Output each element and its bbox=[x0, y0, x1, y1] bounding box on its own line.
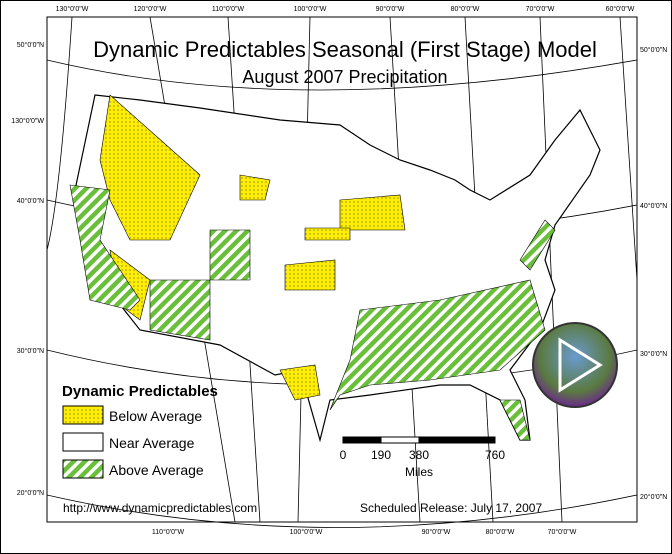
graticule-label: 120°0'0"W bbox=[134, 5, 167, 13]
legend-item: Near Average bbox=[109, 435, 195, 451]
graticule-label: 30°0'0"N bbox=[17, 347, 44, 355]
graticule-label: 90°0'0"W bbox=[376, 5, 405, 13]
graticule-label: 70°0'0"W bbox=[526, 5, 555, 13]
legend-item: Below Average bbox=[109, 408, 202, 424]
graticule-label: 20°0'0"N bbox=[17, 489, 44, 497]
graticule-label: 110°0'0"W bbox=[152, 528, 185, 536]
graticule-label: 100°0'0"W bbox=[294, 5, 327, 13]
legend-title: Dynamic Predictables bbox=[62, 383, 218, 400]
scale-bar bbox=[342, 436, 496, 444]
scale-label: 190 bbox=[371, 448, 391, 462]
scale-label: 0 bbox=[340, 448, 347, 462]
logo bbox=[532, 322, 618, 408]
scale-label: 760 bbox=[485, 448, 505, 462]
legend-item: Above Average bbox=[109, 462, 204, 478]
map-frame bbox=[46, 16, 638, 523]
graticule-label: 50°0'0"N bbox=[17, 41, 44, 49]
graticule-label: 70°0'0"W bbox=[548, 528, 577, 536]
graticule-label: 90°0'0"W bbox=[422, 528, 451, 536]
graticule-label: 100°0'0"W bbox=[290, 528, 323, 536]
graticule-label: 20°0'0"N bbox=[640, 493, 667, 501]
title: Dynamic Predictables Seasonal (First Sta… bbox=[93, 37, 597, 62]
graticule-labels: 130°0'0"W 120°0'0"W 110°0'0"W 100°0'0"W 90°0… bbox=[11, 5, 667, 536]
graticule-label: 110°0'0"W bbox=[212, 5, 245, 13]
scale-unit: Miles bbox=[405, 465, 433, 479]
graticule-label: 50°0'0"N bbox=[640, 46, 667, 54]
graticule-label: 130°0'0"W bbox=[56, 5, 89, 13]
legend-swatches bbox=[62, 405, 104, 479]
scale-label: 380 bbox=[409, 448, 429, 462]
graticule-label: 130°0'0"W bbox=[11, 117, 44, 125]
graticule-label: 60°0'0"W bbox=[606, 5, 635, 13]
regions bbox=[69, 94, 556, 441]
graticule-label: 40°0'0"N bbox=[640, 202, 667, 210]
footer-url: http://www.dynamicpredictables.com bbox=[63, 501, 257, 515]
footer-release: Scheduled Release: July 17, 2007 bbox=[360, 501, 542, 515]
graticule-label: 40°0'0"N bbox=[17, 197, 44, 205]
graticule-label: 80°0'0"W bbox=[486, 528, 515, 536]
graticule-label: 80°0'0"W bbox=[451, 5, 480, 13]
subtitle: August 2007 Precipitation bbox=[242, 67, 447, 87]
graticule-label: 30°0'0"N bbox=[640, 350, 667, 358]
